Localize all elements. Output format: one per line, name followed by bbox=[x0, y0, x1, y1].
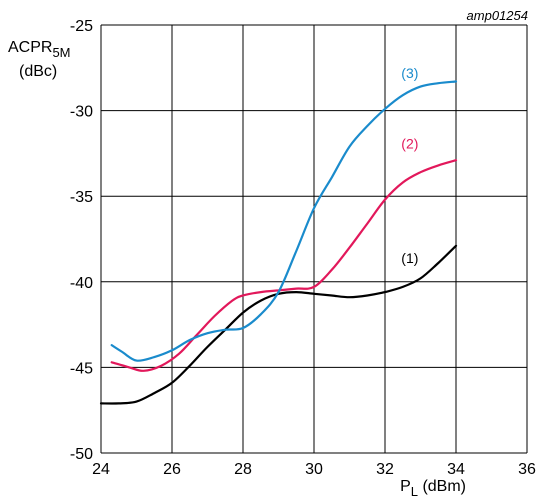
series-line-1 bbox=[99, 244, 458, 405]
y-tick-label: -25 bbox=[70, 18, 93, 35]
series-line-3 bbox=[110, 80, 458, 362]
series-annotation: (1) bbox=[401, 250, 418, 266]
y-axis-label: ACPR5M bbox=[8, 39, 71, 60]
series-lines bbox=[99, 80, 458, 405]
y-tick-label: -35 bbox=[70, 189, 93, 206]
x-tick-label: 24 bbox=[92, 461, 110, 478]
series-annotation: (3) bbox=[401, 65, 418, 81]
x-axis-label: PL (dBm) bbox=[400, 478, 466, 499]
figure-code: amp01254 bbox=[467, 8, 528, 23]
x-tick-label: 30 bbox=[305, 461, 323, 478]
y-tick-label: -40 bbox=[70, 275, 93, 292]
x-tick-label: 34 bbox=[447, 461, 465, 478]
y-tick-label: -30 bbox=[70, 104, 93, 121]
series-annotations: (1) (2) (3) bbox=[401, 65, 418, 266]
x-tick-label: 26 bbox=[163, 461, 181, 478]
grid bbox=[100, 24, 528, 454]
y-axis-unit: (dBc) bbox=[19, 63, 57, 80]
y-tick-label: -50 bbox=[70, 446, 93, 463]
x-tick-label: 32 bbox=[376, 461, 394, 478]
y-tick-label: -45 bbox=[70, 360, 93, 377]
x-tick-label: 36 bbox=[518, 461, 536, 478]
tick-labels: 24 26 28 30 32 34 36 -25 -30 -35 -40 -45 -50 bbox=[70, 18, 536, 478]
x-tick-label: 28 bbox=[234, 461, 252, 478]
series-annotation: (2) bbox=[401, 135, 418, 151]
